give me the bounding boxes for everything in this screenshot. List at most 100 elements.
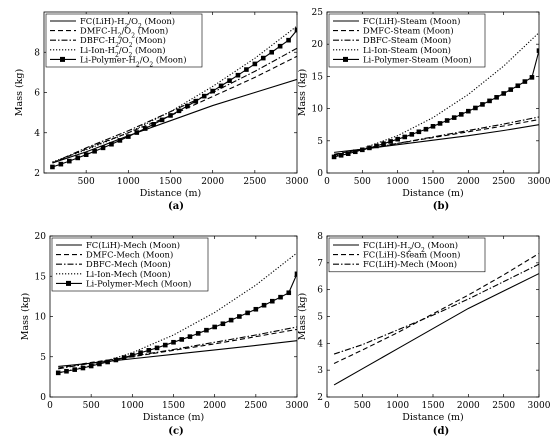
series-line-4: [52, 25, 297, 163]
y-axis-label: Mass (kg): [297, 293, 308, 340]
data-point: [185, 103, 190, 109]
x-tick-label: 2000: [457, 177, 480, 187]
data-point: [487, 98, 492, 104]
data-point: [388, 139, 393, 144]
series-line-3: [52, 47, 297, 164]
legend-entry: FC(LiH)-Mech (Moon): [363, 259, 457, 269]
y-tick-label: 2: [317, 393, 323, 403]
x-tick-label: 1500: [162, 401, 185, 411]
series-line-1: [334, 124, 539, 153]
y-tick-label: 20: [35, 232, 47, 242]
data-point: [201, 93, 207, 99]
series-line-1: [58, 340, 297, 367]
legend-marker: [343, 56, 348, 62]
data-point: [374, 143, 379, 149]
data-point: [522, 79, 528, 84]
data-point: [286, 290, 292, 296]
data-point: [508, 87, 514, 92]
data-point: [130, 352, 135, 358]
y-tick-label: 5: [317, 137, 323, 147]
panel-label: (c): [168, 426, 184, 437]
data-point: [253, 306, 259, 312]
y-tick-label: 8: [317, 232, 323, 242]
y-tick-label: 3: [317, 366, 323, 376]
data-point: [494, 95, 499, 100]
x-tick-label: 500: [83, 401, 100, 411]
data-point: [212, 324, 217, 330]
legend-entry: FC(LiH)-Mech (Moon): [86, 240, 180, 250]
y-axis-label: Mass (kg): [20, 293, 31, 340]
x-tick-label: 3000: [528, 177, 550, 187]
legend-entry: DBFC-Steam (Moon): [363, 35, 451, 45]
y-tick-label: 6: [317, 286, 323, 296]
data-point: [244, 67, 249, 72]
data-point: [105, 359, 110, 365]
data-point: [437, 121, 443, 126]
data-point: [261, 302, 267, 308]
data-point: [126, 134, 131, 139]
legend-entry: Li-Ion-Mech (Moon): [86, 269, 171, 279]
data-point: [117, 138, 123, 143]
data-point: [151, 121, 156, 127]
data-point: [80, 365, 86, 371]
x-tick-label: 3000: [528, 401, 550, 411]
data-point: [58, 161, 64, 167]
data-point: [294, 271, 297, 277]
x-tick-label: 1000: [121, 401, 144, 411]
legend-entry: FC(LiH)-Steam (Moon): [363, 250, 460, 260]
legend-marker: [60, 56, 65, 62]
legend-entry: DMFC-H2/O2 (Moon): [80, 26, 168, 40]
data-point: [50, 164, 55, 170]
data-point: [381, 141, 386, 146]
y-tick-label: 5: [40, 353, 46, 363]
data-point: [109, 141, 114, 147]
data-point: [278, 294, 283, 300]
x-tick-label: 1000: [117, 177, 140, 187]
data-point: [193, 98, 199, 104]
y-tick-label: 10: [312, 105, 324, 115]
legend-box: [328, 13, 486, 68]
x-tick-label: 0: [324, 401, 330, 411]
data-point: [121, 355, 127, 360]
y-tick-label: 15: [312, 72, 324, 82]
x-axis-label: Distance (m): [140, 188, 202, 199]
legend-entry: DBFC-Mech (Moon): [86, 259, 171, 269]
y-tick-label: 7: [317, 259, 323, 269]
data-point: [67, 158, 72, 164]
data-point: [235, 72, 241, 78]
data-point: [345, 151, 351, 156]
data-point: [75, 155, 81, 161]
x-tick-label: 1000: [386, 401, 409, 411]
data-point: [245, 310, 250, 316]
x-tick-label: 3000: [286, 401, 309, 411]
data-point: [146, 348, 152, 353]
data-point: [113, 357, 119, 363]
data-point: [252, 61, 258, 67]
x-tick-label: 2500: [492, 177, 515, 187]
x-tick-label: 2500: [244, 401, 267, 411]
data-point: [260, 55, 266, 61]
y-tick-label: 6: [34, 89, 40, 99]
data-point: [458, 112, 464, 117]
data-point: [159, 117, 165, 123]
legend-entry: Li-Polymer-Steam (Moon): [363, 54, 472, 64]
data-point: [210, 88, 215, 94]
chart-panel-3: 0 500 1000 1500 2000 2500 3000 0 5 10 15 20 Distance…: [20, 232, 309, 437]
x-tick-label: 1500: [159, 177, 182, 187]
x-tick-label: 2000: [203, 401, 226, 411]
data-point: [536, 48, 539, 53]
chart-panel-1: 500 1000 1500 2000 2500 3000 2 4 6 8 Distance (m) M…: [14, 11, 309, 212]
legend: FC(LiH)-H2/O2 (Moon)DMFC-H2/O2 (Moon)DBF…: [45, 13, 203, 68]
x-axis-label: Distance (m): [402, 412, 464, 423]
data-point: [423, 126, 429, 132]
data-point: [55, 370, 61, 376]
x-tick-label: 500: [354, 401, 371, 411]
series-line-3: [333, 263, 539, 355]
series-line-3: [58, 326, 297, 370]
legend-marker: [66, 280, 71, 286]
x-tick-label: 2000: [457, 401, 480, 411]
data-point: [451, 115, 457, 120]
y-axis-label: Mass (kg): [14, 69, 25, 116]
data-point: [97, 361, 102, 367]
